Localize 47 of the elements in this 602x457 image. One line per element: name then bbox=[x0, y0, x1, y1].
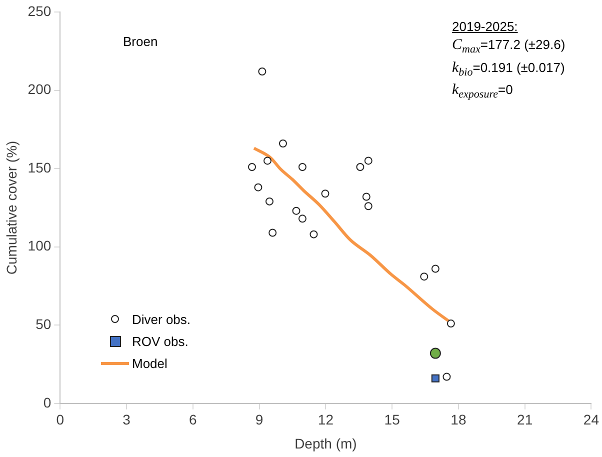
y-tick-label: 0 bbox=[43, 394, 52, 410]
point bbox=[310, 230, 318, 238]
point bbox=[362, 192, 370, 201]
point bbox=[364, 202, 372, 210]
x-tick-label: 9 bbox=[255, 412, 264, 428]
point bbox=[248, 162, 256, 171]
y-axis-title: Cumulative cover (%) bbox=[3, 140, 20, 275]
point bbox=[278, 140, 287, 148]
x-tick-label: 18 bbox=[450, 412, 466, 428]
x-tick-label: 21 bbox=[517, 412, 533, 428]
point bbox=[430, 348, 441, 359]
x-tick-label: 3 bbox=[122, 412, 131, 428]
x-tick-label: 6 bbox=[189, 412, 198, 428]
point bbox=[420, 272, 428, 281]
point bbox=[268, 228, 277, 237]
point bbox=[442, 372, 451, 381]
y-tick-label: 150 bbox=[28, 159, 52, 176]
point bbox=[254, 183, 262, 192]
point bbox=[263, 156, 272, 165]
point bbox=[265, 197, 274, 206]
x-tick-label: 0 bbox=[56, 412, 64, 428]
point bbox=[356, 162, 364, 171]
x-tick-label: 15 bbox=[384, 412, 400, 428]
point bbox=[258, 67, 266, 76]
annotation: Broen bbox=[123, 34, 158, 49]
x-tick-label: 12 bbox=[318, 412, 334, 428]
legend-label: Model bbox=[132, 356, 168, 370]
point bbox=[298, 162, 306, 171]
x-axis-title: Depth (m) bbox=[294, 435, 357, 452]
point bbox=[321, 190, 330, 198]
point bbox=[292, 206, 300, 215]
point bbox=[431, 264, 440, 273]
point bbox=[446, 320, 455, 328]
y-tick-label: 50 bbox=[36, 316, 52, 332]
y-tick-label: 200 bbox=[28, 81, 52, 98]
point bbox=[431, 374, 440, 382]
point bbox=[364, 156, 372, 165]
annotation: k$_{bio}$=0.191 (±0.017) bbox=[452, 58, 566, 80]
legend-label: ROV obs. bbox=[132, 334, 188, 348]
y-tick-label: 100 bbox=[28, 238, 52, 254]
y-tick-label: 250 bbox=[28, 2, 52, 19]
annotation: 2019-2025: bbox=[452, 18, 519, 36]
legend-label: Diver obs. bbox=[132, 312, 191, 326]
annotation: C$_{max}$=177.2 (±29.6) bbox=[452, 36, 566, 58]
x-tick-label: 24 bbox=[583, 412, 600, 428]
point bbox=[298, 214, 306, 223]
annotation: k$_{exposure}$=0 bbox=[452, 81, 514, 103]
